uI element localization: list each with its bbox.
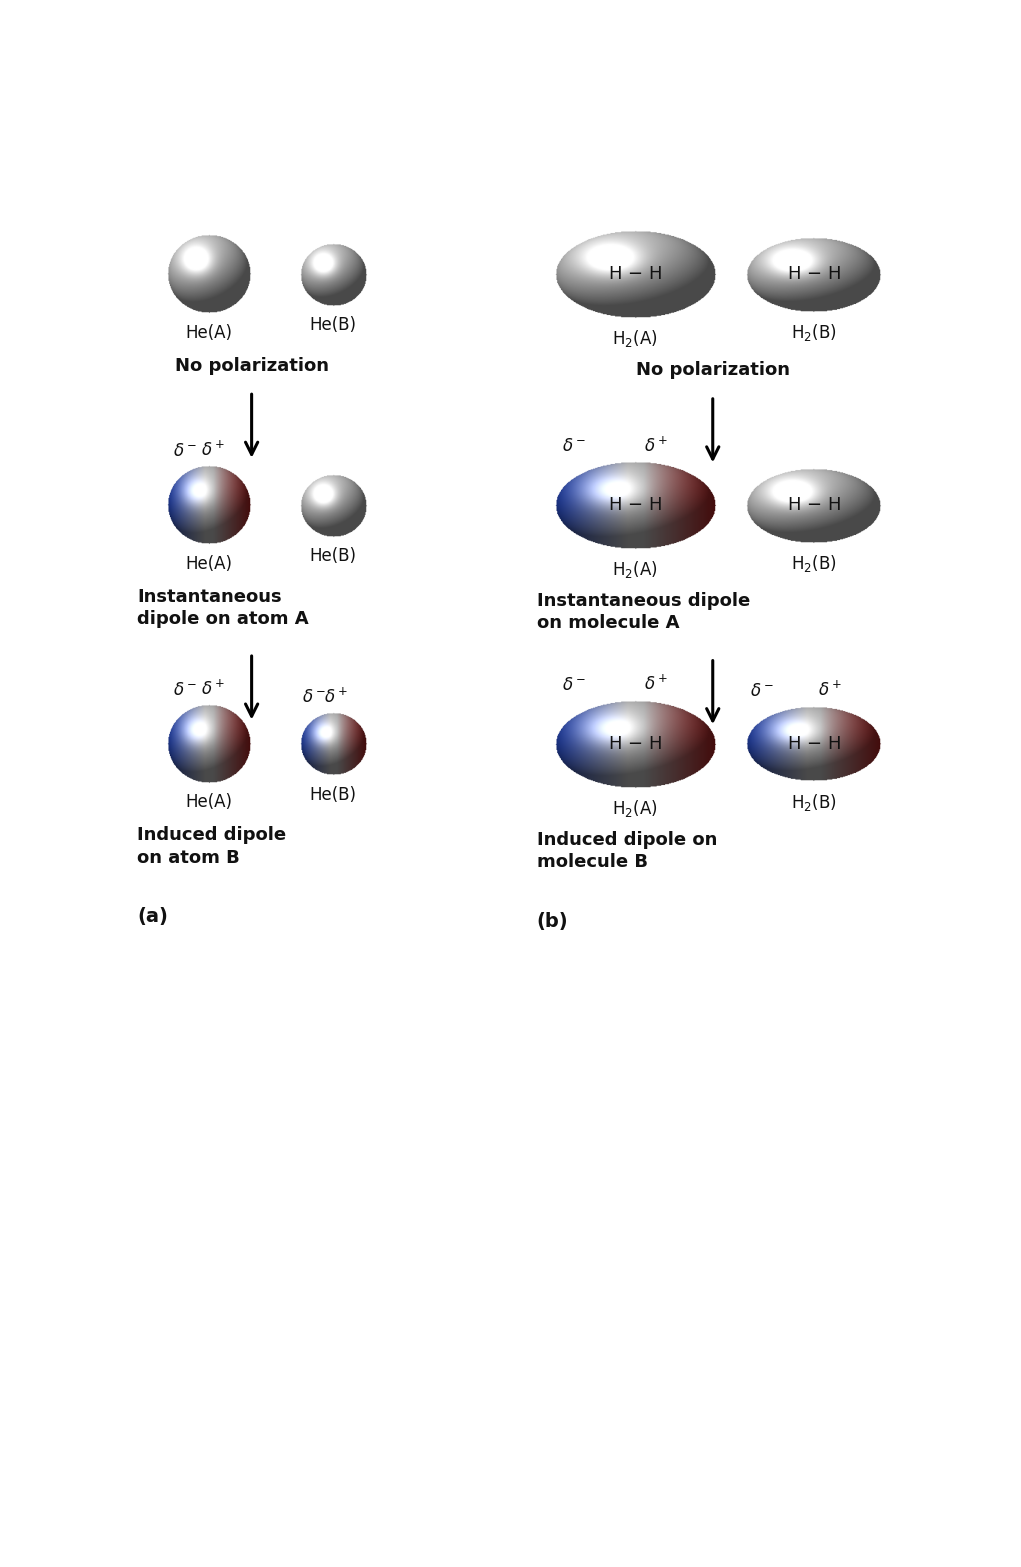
Text: Induced dipole on
molecule B: Induced dipole on molecule B [537,831,717,871]
Text: He(A): He(A) [186,555,233,572]
Text: $\delta^-$: $\delta^-$ [563,675,586,694]
Text: $\delta^-$: $\delta^-$ [563,437,586,456]
Text: He(B): He(B) [309,785,356,804]
Text: Instantaneous dipole
on molecule A: Instantaneous dipole on molecule A [537,592,750,633]
Text: Induced dipole
on atom B: Induced dipole on atom B [137,826,286,867]
Text: $\delta^+$: $\delta^+$ [201,440,226,459]
Text: H $-$ H: H $-$ H [786,265,840,284]
Text: He(B): He(B) [309,547,356,564]
Text: (b): (b) [537,912,569,931]
Text: He(A): He(A) [186,793,233,812]
Text: H$_2$(B): H$_2$(B) [790,553,836,574]
Text: $\delta^+$: $\delta^+$ [643,675,668,694]
Text: No polarization: No polarization [636,362,790,379]
Text: $\delta^-$: $\delta^-$ [174,442,198,459]
Text: He(B): He(B) [309,317,356,334]
Text: $\delta^+$: $\delta^+$ [819,680,842,700]
Text: $\delta^-$: $\delta^-$ [750,682,775,700]
Text: (a): (a) [137,907,167,926]
Text: H$_2$(B): H$_2$(B) [790,791,836,813]
Text: H$_2$(B): H$_2$(B) [790,323,836,343]
Text: H $-$ H: H $-$ H [786,735,840,754]
Text: He(A): He(A) [186,323,233,342]
Text: No polarization: No polarization [175,357,329,375]
Text: H$_2$(A): H$_2$(A) [613,328,658,349]
Text: $\delta^-$: $\delta^-$ [174,680,198,699]
Text: $\delta^+$: $\delta^+$ [325,686,348,707]
Text: H $-$ H: H $-$ H [609,265,663,284]
Text: H $-$ H: H $-$ H [609,735,663,754]
Text: H $-$ H: H $-$ H [786,497,840,514]
Text: Instantaneous
dipole on atom A: Instantaneous dipole on atom A [137,588,308,628]
Text: $\delta^+$: $\delta^+$ [643,436,668,456]
Text: H$_2$(A): H$_2$(A) [613,798,658,820]
Text: $\delta^+$: $\delta^+$ [201,679,226,699]
Text: H $-$ H: H $-$ H [609,497,663,514]
Text: $\delta^-$: $\delta^-$ [302,688,327,707]
Text: H$_2$(A): H$_2$(A) [613,559,658,580]
